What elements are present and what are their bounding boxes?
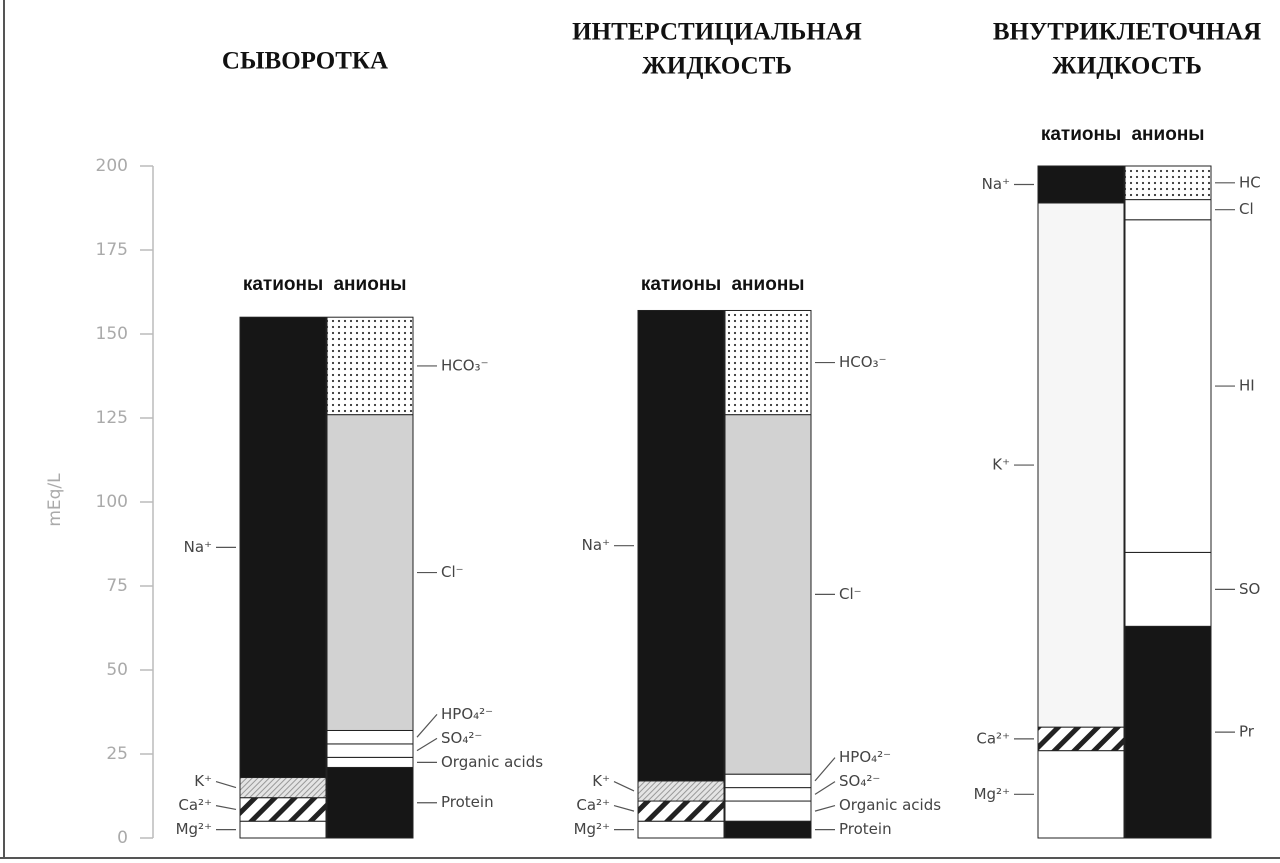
bar-segment [1037,202,1125,728]
segment-label: Ca²⁺ [178,796,212,814]
category-label: анионы [1131,124,1204,145]
segment-label: Na⁺ [982,175,1010,193]
segment-label: HI [1239,377,1255,395]
bar-segment [1037,165,1125,204]
segment-label: HPO₄²⁻ [839,748,891,766]
chart-title: ИНТЕРСТИЦИАЛЬНАЯ [572,19,862,46]
segment-label: Organic acids [441,753,543,771]
segment-label: HCO₃⁻ [441,356,489,374]
segment-label: SO [1239,580,1260,598]
segment-label: Protein [839,820,892,838]
segment-label: SO₄²⁻ [441,729,482,747]
bar-segment [239,820,327,839]
bar-segment [239,777,327,799]
y-axis-label: mEq/L [45,473,65,527]
bar-segment [326,729,414,745]
segment-label: Ca²⁺ [576,796,610,814]
segment-label: Cl⁻ [839,585,862,603]
y-tick-label: 125 [96,408,128,428]
bar-segment [637,800,725,822]
segment-label: SO₄²⁻ [839,772,880,790]
y-tick-label: 50 [106,660,128,680]
bar-segment [724,309,812,416]
segment-label: K⁺ [992,456,1010,474]
bar-segment [637,780,725,802]
bar-segment [724,414,812,775]
chart-title: СЫВОРОТКА [222,48,388,75]
bar-segment [1124,165,1212,201]
leader-line [814,757,836,782]
bar-segment [637,309,725,782]
segment-label: Na⁺ [582,536,610,554]
y-tick-label: 75 [106,576,128,596]
segment-label: Pr [1239,723,1255,741]
bar-segment [239,797,327,822]
bar-segment [326,756,414,768]
bar-segment [1124,219,1212,553]
leader-line [814,781,836,795]
segment-label: K⁺ [194,772,212,790]
bar-segment [724,773,812,789]
segment-label: Mg²⁺ [176,820,212,838]
bar-segment [326,766,414,839]
y-tick-label: 25 [106,744,128,764]
segment-label: Cl [1239,200,1254,218]
segment-label: K⁺ [592,772,610,790]
bar-segment [1124,199,1212,221]
chart-title: ЖИДКОСТЬ [1052,53,1202,80]
segment-label: Protein [441,793,494,811]
bar-segment [1124,551,1212,627]
segment-label: Mg²⁺ [974,785,1010,803]
y-tick-label: 0 [117,828,128,848]
leader-line [215,781,237,789]
leader-line [215,805,237,811]
category-label: анионы [333,274,406,295]
bar-segment [724,820,812,839]
segment-label: Cl⁻ [441,563,464,581]
segment-label: HCO₃⁻ [839,353,887,371]
bar-segment [1124,625,1212,839]
segment-label: Na⁺ [184,538,212,556]
segment-label: Ca²⁺ [976,729,1010,747]
category-label: катионы [641,274,721,295]
y-tick-label: 100 [96,492,128,512]
bar-segment [637,820,725,839]
bar-segment [326,316,414,416]
bar-segment [239,316,327,779]
category-label: катионы [243,274,323,295]
segment-label: HPO₄²⁻ [441,705,493,723]
bar-segment [724,800,812,822]
chart-title: ВНУТРИКЛЕТОЧНАЯ [993,19,1261,46]
category-label: анионы [731,274,804,295]
segment-label: Organic acids [839,796,941,814]
segment-label: Mg²⁺ [574,820,610,838]
y-tick-label: 200 [96,156,128,176]
y-tick-label: 175 [96,240,128,260]
y-tick-label: 150 [96,324,128,344]
leader-line [814,805,836,812]
bar-segment [1037,750,1125,839]
leader-line [613,781,635,792]
segment-label: HC [1239,173,1261,191]
leader-line [613,805,635,812]
bar-segment [1037,726,1125,752]
chart-title: ЖИДКОСТЬ [642,53,792,80]
bar-segment [326,743,414,758]
leader-line [416,737,438,752]
bar-segment [326,414,414,731]
bar-segment [724,787,812,802]
leader-line [416,714,438,738]
category-label: катионы [1041,124,1121,145]
